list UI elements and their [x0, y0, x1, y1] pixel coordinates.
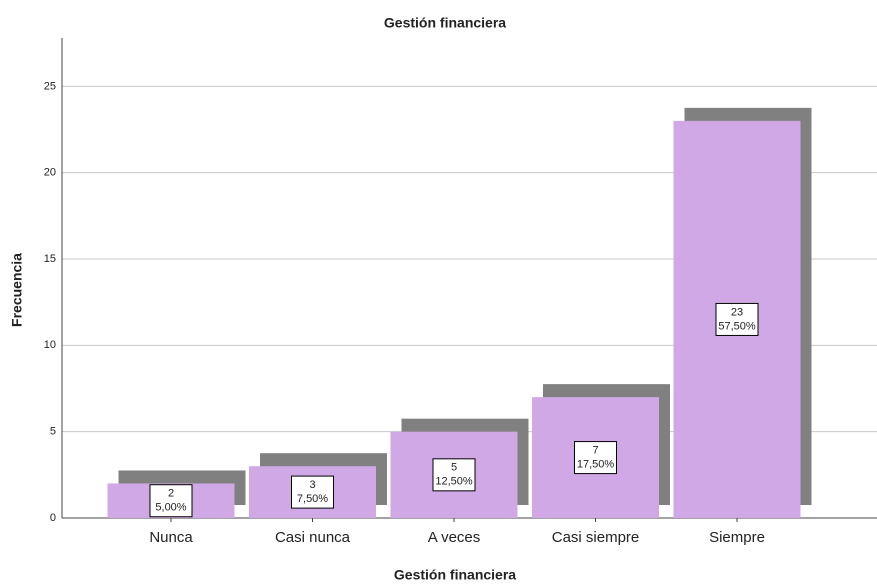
data-label: 3 [309, 479, 315, 491]
x-tick-label: Nunca [149, 529, 193, 546]
data-label-box [291, 475, 334, 509]
y-tick-label: 20 [44, 167, 56, 179]
data-label: 5 [451, 462, 457, 474]
y-tick-label: 5 [50, 426, 56, 438]
percent-label: 57,50% [718, 320, 756, 332]
x-tick-label: Casi nunca [275, 529, 351, 546]
data-label-box [432, 458, 476, 492]
data-label-box [715, 302, 759, 336]
x-tick-label: A veces [428, 529, 481, 546]
data-label: 2 [168, 488, 174, 500]
x-tick-label: Siempre [709, 529, 765, 546]
percent-label: 5,00% [155, 502, 186, 514]
data-label: 7 [592, 444, 598, 456]
data-label: 23 [731, 306, 743, 318]
data-label-box [149, 484, 193, 518]
y-tick-label: 15 [44, 253, 56, 265]
x-axis-label: Gestión financiera [394, 567, 516, 583]
y-tick-label: 10 [44, 339, 56, 351]
chart-title: Gestión financiera [384, 15, 506, 31]
data-label-box [574, 441, 617, 475]
y-axis-label: Frecuencia [9, 253, 25, 327]
percent-label: 17,50% [577, 458, 615, 470]
percent-label: 12,50% [435, 476, 473, 488]
y-tick-label: 25 [44, 80, 56, 92]
percent-label: 7,50% [297, 493, 328, 505]
y-tick-label: 0 [50, 512, 56, 524]
x-tick-label: Casi siempre [552, 529, 640, 546]
